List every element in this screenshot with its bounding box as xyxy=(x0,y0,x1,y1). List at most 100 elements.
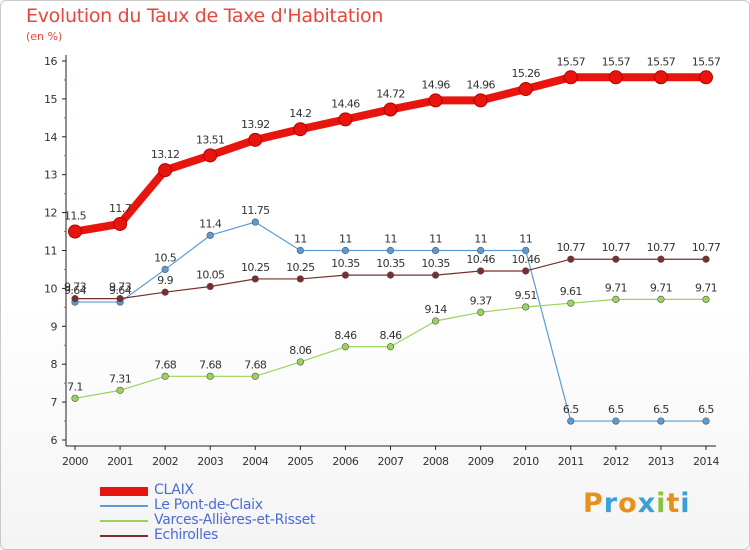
data-point-1-9 xyxy=(477,246,485,255)
data-point-3-9 xyxy=(477,267,485,275)
y-tick-label: 15 xyxy=(44,93,57,106)
data-point-2-3 xyxy=(206,372,214,380)
data-point-0-1 xyxy=(113,216,128,231)
data-point-2-14 xyxy=(702,295,710,303)
data-point-1-13 xyxy=(657,417,665,425)
data-point-1-10 xyxy=(522,246,530,255)
x-tick-label: 2012 xyxy=(603,455,629,468)
legend-label: Echirolles xyxy=(154,527,219,543)
data-label-0-4: 13.92 xyxy=(241,118,270,131)
data-point-1-4 xyxy=(251,218,259,226)
data-label-1-8: 11 xyxy=(429,233,442,246)
data-point-3-4 xyxy=(251,275,259,283)
data-label-2-4: 7.68 xyxy=(244,358,267,371)
data-label-1-11: 6.5 xyxy=(563,403,579,416)
data-point-3-13 xyxy=(657,255,665,263)
data-point-2-9 xyxy=(477,308,485,316)
legend-label: CLAIX xyxy=(154,482,194,498)
data-point-0-7 xyxy=(383,102,398,117)
data-label-2-2: 7.68 xyxy=(154,358,177,371)
x-tick-label: 2006 xyxy=(332,455,358,468)
data-label-2-10: 9.51 xyxy=(515,289,537,302)
data-label-1-1: 9.64 xyxy=(109,284,132,297)
data-point-3-11 xyxy=(567,255,575,263)
data-point-2-10 xyxy=(522,303,530,311)
data-point-0-12 xyxy=(608,70,623,85)
data-label-3-12: 10.77 xyxy=(602,241,631,254)
data-label-2-1: 7.31 xyxy=(109,372,131,385)
data-point-1-5 xyxy=(296,246,304,255)
data-label-3-7: 10.35 xyxy=(376,257,405,270)
data-label-0-9: 14.96 xyxy=(466,78,495,91)
logo-letter: i xyxy=(680,488,691,519)
data-label-2-8: 9.14 xyxy=(425,303,448,316)
data-label-1-3: 11.4 xyxy=(199,217,222,230)
data-point-2-2 xyxy=(161,372,169,380)
y-tick-label: 8 xyxy=(51,358,58,371)
x-tick-label: 2001 xyxy=(107,455,133,468)
data-point-1-12 xyxy=(612,417,620,425)
data-label-2-14: 9.71 xyxy=(695,281,717,294)
data-label-0-1: 11.7 xyxy=(109,202,132,215)
data-label-2-12: 9.71 xyxy=(605,281,627,294)
data-label-0-2: 13.12 xyxy=(151,148,180,161)
logo-letter: x xyxy=(637,488,657,519)
data-point-0-4 xyxy=(248,132,263,147)
data-point-2-12 xyxy=(612,295,620,303)
data-label-2-3: 7.68 xyxy=(199,358,222,371)
data-label-0-8: 14.96 xyxy=(421,78,450,91)
data-point-3-3 xyxy=(206,282,214,291)
legend-label: Varces-Allières-et-Risset xyxy=(154,512,316,528)
data-point-3-1 xyxy=(116,295,124,303)
data-label-3-5: 10.25 xyxy=(286,261,315,274)
legend-swatch xyxy=(100,505,148,507)
x-tick-label: 2009 xyxy=(468,455,494,468)
data-point-0-0 xyxy=(68,224,82,239)
logo-letter: P xyxy=(583,488,604,519)
chart-title: Evolution du Taux de Taxe d'Habitation xyxy=(26,5,384,27)
data-label-1-4: 11.75 xyxy=(241,204,270,217)
data-point-3-8 xyxy=(431,271,440,279)
x-tick-label: 2007 xyxy=(378,455,404,468)
legend-swatch xyxy=(100,535,148,537)
data-label-3-0: 9.73 xyxy=(64,281,87,294)
data-point-3-7 xyxy=(386,271,395,279)
data-label-3-1: 9.73 xyxy=(109,281,132,294)
y-tick-label: 12 xyxy=(44,207,57,220)
data-point-3-10 xyxy=(522,267,530,275)
logo-letter: i xyxy=(656,488,667,519)
data-point-0-3 xyxy=(203,148,218,163)
logo-letter: r xyxy=(603,488,619,519)
data-point-0-14 xyxy=(699,70,713,85)
y-tick-label: 11 xyxy=(44,245,57,258)
data-label-0-11: 15.57 xyxy=(557,55,586,68)
data-point-1-3 xyxy=(206,231,214,239)
data-label-3-2: 9.9 xyxy=(157,274,173,287)
data-point-3-0 xyxy=(71,295,79,303)
data-label-3-13: 10.77 xyxy=(647,241,676,254)
data-label-1-13: 6.5 xyxy=(653,403,669,416)
unit-label: (en %) xyxy=(26,30,63,43)
x-tick-label: 2008 xyxy=(423,455,449,468)
data-label-1-12: 6.5 xyxy=(608,403,624,416)
data-label-2-13: 9.71 xyxy=(650,281,672,294)
data-point-1-2 xyxy=(161,265,169,274)
data-point-0-6 xyxy=(338,112,353,127)
data-point-3-12 xyxy=(612,255,620,263)
data-point-0-10 xyxy=(518,82,533,97)
data-label-1-2: 10.5 xyxy=(154,251,177,264)
data-point-2-7 xyxy=(386,343,395,351)
data-label-0-7: 14.72 xyxy=(376,88,405,101)
data-point-1-7 xyxy=(386,246,395,255)
data-label-3-4: 10.25 xyxy=(241,261,270,274)
y-tick-label: 10 xyxy=(44,282,57,295)
data-label-1-0: 9.64 xyxy=(64,284,87,297)
data-label-3-6: 10.35 xyxy=(331,257,360,270)
data-point-3-5 xyxy=(296,275,304,283)
data-point-0-11 xyxy=(563,70,578,85)
data-label-0-10: 15.26 xyxy=(511,67,540,80)
legend-swatch xyxy=(100,520,148,522)
x-tick-label: 2000 xyxy=(62,455,88,468)
x-tick-label: 2002 xyxy=(152,455,178,468)
